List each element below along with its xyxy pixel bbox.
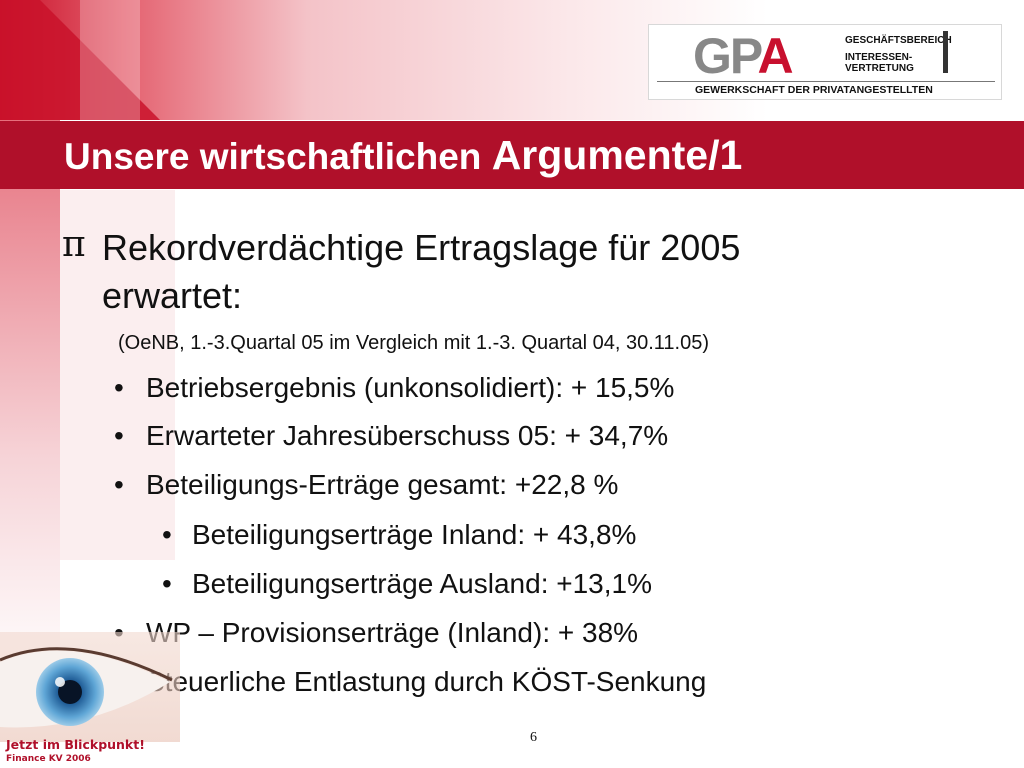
bullet-item: Steuerliche Entlastung durch KÖST-Senkun… [146,666,707,697]
background-left-fade [0,120,60,680]
slide-title: Unsere wirtschaftlichen Argumente/1 [64,132,742,179]
bullet-dot: • [114,469,124,500]
sub-bullet-dot: • [162,519,172,550]
sub-bullet-dot: • [162,568,172,599]
bullet-item: Betriebsergebnis (unkonsolidiert): + 15,… [146,372,675,403]
bullet-item: WP – Provisionserträge (Inland): + 38% [146,617,639,648]
source-note: (OeNB, 1.-3.Quartal 05 im Vergleich mit … [118,332,710,354]
title-bar [0,121,1024,189]
bullet-dot: • [114,420,124,451]
logo-subtitle: GEWERKSCHAFT DER PRIVATANGESTELLTEN [695,84,933,96]
logo-division-text: GESCHÄFTSBEREICH INTERESSEN- VERTRETUNG [845,35,952,74]
footer-tagline: Jetzt im Blickpunkt! Finance KV 2006 [6,738,145,766]
sub-bullet-item: Beteiligungserträge Inland: + 43,8% [192,519,637,550]
main-bullet-symbol: π [62,224,86,265]
logo-letters: GPA [693,28,794,84]
title-part-2: Argumente/1 [491,132,743,178]
main-point-line-2: erwartet: [102,275,243,316]
bullet-item: Beteiligungs-Erträge gesamt: +22,8 % [146,469,619,500]
page-number: 6 [530,730,537,745]
title-part-1: Unsere wirtschaftlichen [64,136,492,177]
main-point: Rekordverdächtige Ertragslage für 2005 e… [102,224,740,320]
eye-illustration [0,632,180,742]
main-point-line-1: Rekordverdächtige Ertragslage für 2005 [102,227,741,268]
logo-rule [657,81,995,82]
logo-bar [943,31,948,73]
tagline-line-1: Jetzt im Blickpunkt! [6,737,145,752]
sub-bullet-item: Beteiligungserträge Ausland: +13,1% [192,568,652,599]
tagline-line-2: Finance KV 2006 [6,754,91,764]
bullet-item: Erwarteter Jahresüberschuss 05: + 34,7% [146,420,669,451]
gpa-logo: GPA GESCHÄFTSBEREICH INTERESSEN- VERTRET… [648,24,1002,100]
bullet-dot: • [114,372,124,403]
